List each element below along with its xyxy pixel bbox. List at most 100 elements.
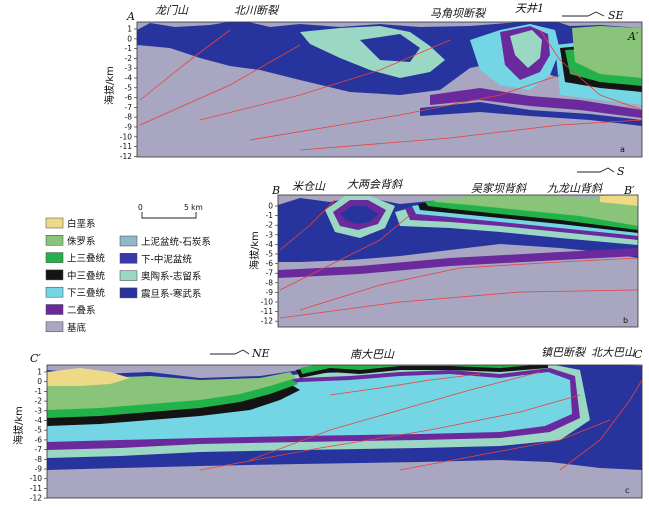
ytick-label: 1	[127, 25, 132, 34]
permian-band-b	[278, 248, 638, 278]
ytick-label: -2	[35, 397, 43, 406]
title-dalianghui-anticline: 大两会背斜	[347, 178, 403, 191]
ytick-label: -1	[266, 211, 274, 220]
title-majiaoba-fault: 马角坝断裂	[430, 7, 487, 20]
title-micangshan: 米仓山	[292, 180, 326, 193]
ytick-label: -2	[266, 221, 274, 230]
ytick-label: -5	[35, 426, 43, 435]
cross-section-b: 米仓山 大两会背斜 吴家坝背斜 九龙山背斜 B B′ b S 海拔/km 0-1…	[248, 165, 639, 328]
cross-section-c: 南大巴山 镇巴断裂 北大巴山 C′ C c NE 海拔/km 10-1-2-3-…	[12, 346, 643, 503]
svg-text:SE: SE	[608, 9, 624, 22]
ytick-label: -4	[35, 416, 43, 425]
ytick-label: 0	[127, 34, 132, 43]
yticks-c: 10-1-2-3-4-5-6-7-8-9-10-11-12	[30, 368, 47, 503]
ytick-label: -1	[35, 387, 43, 396]
ytick-label: 0	[37, 377, 42, 386]
title-longmenshan: 龙门山	[155, 4, 189, 17]
svg-text:NE: NE	[251, 347, 270, 360]
panel-letter-b: b	[623, 316, 628, 325]
title-zhenba-fault: 镇巴断裂	[541, 346, 587, 359]
scale-bar: 0 5 km	[138, 203, 203, 219]
ytick-label: -11	[120, 142, 132, 151]
direction-arrow-a: SE	[562, 9, 624, 22]
ytick-label: -5	[266, 250, 274, 259]
ytick-label: 0	[268, 202, 273, 211]
legend-label: 下三叠统	[67, 287, 106, 299]
jurassic-east	[572, 26, 642, 78]
ytick-label: -7	[266, 269, 274, 278]
section-a-start-label: A	[126, 10, 135, 23]
legend-item: 上泥盆统-石炭系	[119, 235, 211, 248]
legend-label: 侏罗系	[67, 236, 96, 247]
frame-a	[136, 21, 643, 158]
legend-item: 侏罗系	[45, 235, 96, 247]
ytick-label: -4	[125, 74, 133, 83]
ytick-label: -9	[266, 288, 274, 297]
cross-section-a: 龙门山 北川断裂 马角坝断裂 天井1 A A′ a SE 海拔/km 10-1-…	[103, 2, 643, 161]
legend-item: 奥陶系-志留系	[119, 270, 201, 283]
svg-text:S: S	[617, 165, 625, 178]
faults-a	[139, 29, 642, 151]
legend-item: 上三叠统	[45, 252, 106, 265]
legend-item: 基底	[45, 321, 87, 334]
jurassic-b	[432, 195, 638, 226]
legend-swatch	[45, 321, 64, 333]
legend-label: 震旦系-寒武系	[141, 288, 201, 300]
faults-c	[199, 371, 642, 471]
legend-swatch	[45, 269, 64, 281]
legend-swatch	[119, 287, 138, 299]
ytick-label: -10	[120, 132, 132, 141]
title-north-dabashan: 北大巴山	[591, 346, 636, 359]
direction-arrow-c: NE	[210, 347, 270, 360]
ytick-label: -9	[125, 123, 133, 132]
legend-label: 中三叠统	[67, 270, 106, 282]
legend-label: 白垩系	[67, 218, 96, 230]
section-c-start-label: C′	[30, 352, 41, 365]
ytick-label: -12	[120, 152, 132, 161]
legend-item: 二叠系	[45, 304, 96, 317]
legend-swatch	[119, 270, 138, 281]
scale-bar-end: 5 km	[184, 203, 203, 212]
panel-letter-c: c	[625, 486, 629, 495]
ytick-label: -6	[125, 93, 133, 102]
ytick-label: -11	[30, 484, 42, 493]
ytick-label: -8	[125, 113, 133, 122]
title-south-dabashan: 南大巴山	[350, 348, 395, 361]
ytick-label: -11	[261, 307, 273, 316]
legend-swatch	[119, 235, 138, 247]
cretaceous-b	[600, 195, 638, 206]
yticks-b: 0-1-2-3-4-5-6-7-8-9-10-11-12	[261, 202, 278, 326]
ylabel-b: 海拔/km	[248, 231, 261, 270]
ytick-label: -9	[35, 465, 43, 474]
legend-label: 下-中泥盆统	[141, 253, 192, 265]
ytick-label: -12	[261, 317, 273, 326]
direction-arrow-b: S	[577, 165, 625, 178]
faults-b	[279, 199, 638, 319]
section-a-end-label: A′	[627, 30, 639, 43]
legend-item: 下-中泥盆统	[119, 253, 192, 265]
ytick-label: 1	[37, 368, 42, 377]
legend-swatch	[45, 304, 64, 315]
scale-bar-start: 0	[138, 203, 143, 212]
ylabel-c: 海拔/km	[12, 406, 25, 445]
yticks-a: 10-1-2-3-4-5-6-7-8-9-10-11-12	[120, 25, 137, 161]
legend-label: 上泥盆统-石炭系	[141, 236, 211, 248]
ytick-label: -1	[125, 44, 133, 53]
legend-label: 基底	[67, 322, 87, 334]
ytick-label: -6	[266, 259, 274, 268]
title-tianjing1: 天井1	[515, 2, 544, 15]
ytick-label: -7	[35, 445, 43, 454]
upper-triassic-ridge-c	[300, 365, 535, 374]
ytick-label: -2	[125, 54, 133, 63]
section-b-start-label: B	[271, 184, 280, 197]
legend-swatch	[119, 253, 138, 264]
north-dabashan-block	[580, 365, 642, 420]
legend-swatch	[45, 286, 64, 298]
ytick-label: -12	[30, 494, 42, 503]
ytick-label: -7	[125, 103, 133, 112]
ytick-label: -8	[266, 278, 274, 287]
frame-b	[277, 194, 639, 328]
legend-item: 中三叠统	[45, 269, 106, 282]
